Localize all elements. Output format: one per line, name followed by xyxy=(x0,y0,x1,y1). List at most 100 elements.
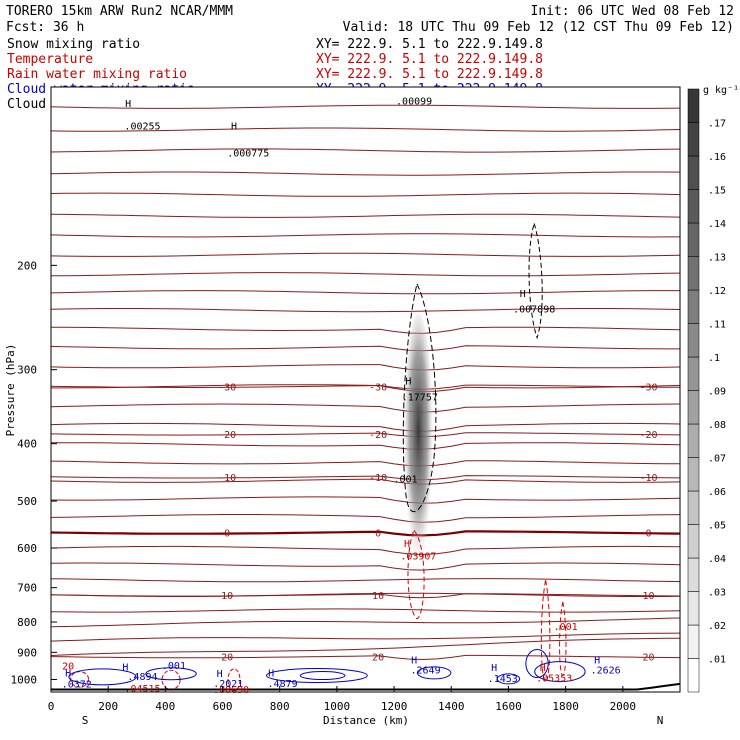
colorbar-tick-label: .15 xyxy=(708,186,726,197)
contour-annotation: .007898 xyxy=(513,304,555,315)
x-tick-label: 200 xyxy=(98,700,118,713)
x-tick-label: 1200 xyxy=(381,700,408,713)
colorbar-tick-label: .17 xyxy=(708,119,726,130)
plot-content: -30 -30 -30 -20 -20 -20 -10 -10 -10 0 0 0 10 10 10 20 20… xyxy=(50,96,681,696)
axes: 0 200 400 600 800 1000 1200 1400 1600 1800 2000200… xyxy=(11,259,637,713)
contour-annotation: .000775 xyxy=(227,148,269,159)
colorbar-tick-label: .08 xyxy=(708,420,726,431)
cloud-water-contour xyxy=(145,667,197,681)
isotherm-line xyxy=(50,654,681,661)
init-time: Init: 06 UTC Wed 08 Feb 12 xyxy=(531,4,735,19)
isotherm-label: 20 xyxy=(221,653,233,664)
contour-annotation: .001 xyxy=(554,622,578,633)
temperature-contour xyxy=(50,192,681,197)
colorbar-segment xyxy=(687,256,700,291)
colorbar-tick-label: .03 xyxy=(708,588,726,599)
colorbar-segment xyxy=(687,155,700,190)
field-section-coords: XY= 222.9. 5.1 to 222.9.149.8 xyxy=(316,67,543,82)
y-axis-label: Pressure (hPa) xyxy=(4,344,17,437)
isotherm-line xyxy=(50,475,681,481)
colorbar-segment xyxy=(687,524,700,559)
x-tick-label: 800 xyxy=(270,700,290,713)
y-tick-label: 400 xyxy=(17,438,37,451)
field-section-coords: XY= 222.9. 5.1 to 222.9.149.8 xyxy=(316,37,543,52)
field-section-coords: XY= 222.9. 5.1 to 222.9.149.8 xyxy=(316,52,543,67)
contour-annotation: .1453 xyxy=(488,674,518,685)
temperature-contour xyxy=(50,545,681,556)
colorbar-tick-label: .02 xyxy=(708,621,726,632)
colorbar-segment xyxy=(687,557,700,592)
temperature-contour xyxy=(50,104,681,109)
contour-annotation: .2021 xyxy=(213,679,243,690)
cloud-water-contour xyxy=(496,673,521,685)
colorbar-tick-label: .06 xyxy=(708,487,726,498)
contour-annotation: H xyxy=(404,539,410,550)
temperature-contour xyxy=(50,127,681,132)
contour-annotation: 20 xyxy=(62,661,74,672)
terrain-line xyxy=(51,682,681,691)
isotherm-label: -10 xyxy=(369,473,387,484)
colorbar-segment xyxy=(687,356,700,391)
y-tick-label: 1000 xyxy=(11,673,38,686)
temperature-contour xyxy=(50,422,681,432)
contour-annotation: .4894 xyxy=(127,672,157,683)
contour-annotation: .2626 xyxy=(591,666,621,677)
colorbar-segment xyxy=(687,423,700,458)
colorbar-tick-label: .13 xyxy=(708,253,726,264)
colorbar-segment xyxy=(687,222,700,257)
x-tick-label: 1600 xyxy=(495,700,522,713)
colorbar-tick-label: .04 xyxy=(708,554,726,565)
colorbar-segment xyxy=(687,658,700,693)
contour-annotation: H xyxy=(405,377,411,388)
temperature-contour xyxy=(50,578,681,583)
temperature-contour xyxy=(50,148,681,153)
contour-annotation: H xyxy=(217,669,223,680)
temperature-contour xyxy=(50,632,681,642)
contour-annotation: H xyxy=(125,99,131,110)
temperature-contour xyxy=(50,403,681,413)
contour-annotation: .03907 xyxy=(400,552,436,563)
x-tick-label: 1000 xyxy=(324,700,351,713)
isotherm-line xyxy=(50,432,681,438)
contour-annotation: H xyxy=(540,663,546,674)
isotherm-label: 20 xyxy=(643,653,655,664)
contour-annotation: H xyxy=(594,656,600,667)
contour-annotation: H xyxy=(491,663,497,674)
field-name: Rain water mixing ratio xyxy=(7,67,187,82)
temperature-contour xyxy=(50,562,681,571)
temperature-contour xyxy=(50,496,681,504)
isotherm-label: 0 xyxy=(224,529,230,540)
isotherm-label: -20 xyxy=(640,430,658,441)
plot-frame xyxy=(50,86,681,693)
contour-annotation: .17757 xyxy=(402,392,438,403)
temperature-contour xyxy=(50,617,681,628)
cloud-water-contour xyxy=(68,668,137,686)
north-label: N xyxy=(657,714,664,727)
temperature-contour xyxy=(50,608,681,613)
contour-annotation: H xyxy=(65,668,71,679)
field-name: Snow mixing ratio xyxy=(7,37,140,52)
temperature-contour xyxy=(50,213,681,218)
isotherm-label: -10 xyxy=(218,473,236,484)
colorbar-segment xyxy=(687,88,700,123)
temperature-contour xyxy=(50,233,680,238)
colorbar-tick-label: .07 xyxy=(708,454,726,465)
cloud-water-contour xyxy=(416,666,452,680)
x-tick-label: 2000 xyxy=(610,700,637,713)
colorbar-segment xyxy=(687,323,700,358)
temperature-contour xyxy=(50,171,681,176)
colorbar-segment xyxy=(687,490,700,525)
model-title: TORERO 15km ARW Run2 NCAR/MMM xyxy=(6,4,233,19)
colorbar-segment xyxy=(687,390,700,425)
south-label: S xyxy=(82,714,89,727)
y-tick-label: 800 xyxy=(17,616,37,629)
contour-annotation: .2649 xyxy=(410,666,440,677)
isotherm-line xyxy=(50,384,681,390)
colorbar-segment xyxy=(687,122,700,157)
colorbar-tick-label: .1 xyxy=(708,353,720,364)
colorbar-tick-label: .01 xyxy=(708,655,726,666)
contour-annotation: .001 xyxy=(393,474,417,485)
y-tick-label: 900 xyxy=(17,646,37,659)
rain-water-contour xyxy=(227,668,241,692)
